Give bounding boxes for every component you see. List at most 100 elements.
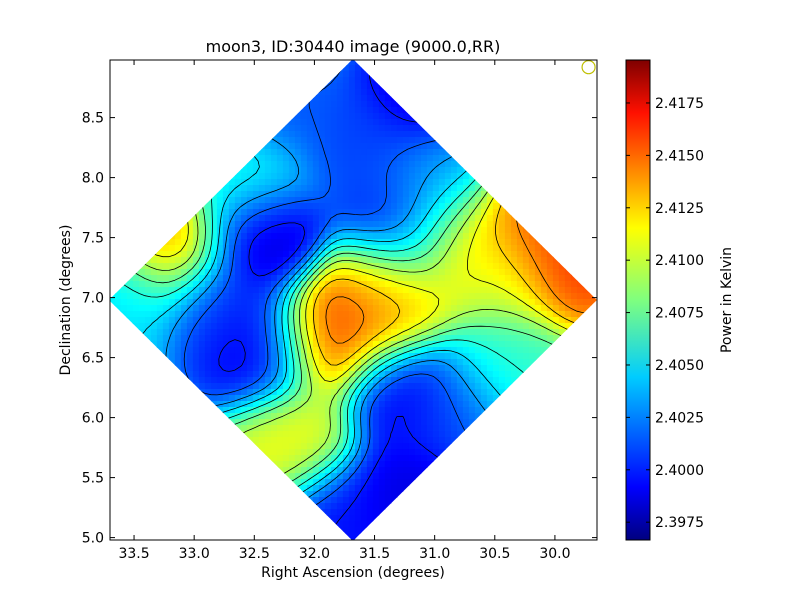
heatmap-cell — [432, 395, 440, 402]
heatmap-cell — [294, 467, 302, 474]
heatmap-cell — [342, 65, 350, 72]
heatmap-cell — [414, 455, 422, 462]
heatmap-cell — [570, 281, 578, 288]
heatmap-cell — [330, 203, 338, 210]
heatmap-cell — [186, 329, 194, 336]
heatmap-cell — [336, 467, 344, 474]
heatmap-cell — [540, 335, 548, 342]
heatmap-cell — [110, 293, 116, 300]
heatmap-cell — [198, 299, 206, 306]
heatmap-cell — [522, 275, 530, 282]
heatmap-cell — [390, 203, 398, 210]
heatmap-cell — [462, 197, 470, 204]
heatmap-cell — [390, 425, 398, 432]
heatmap-cell — [378, 221, 386, 228]
heatmap-cell — [204, 347, 212, 354]
heatmap-cell — [198, 257, 206, 264]
heatmap-cell — [306, 479, 314, 486]
heatmap-cell — [336, 125, 344, 132]
heatmap-cell — [342, 413, 350, 420]
heatmap-cell — [462, 359, 470, 366]
heatmap-cell — [300, 341, 308, 348]
heatmap-cell — [306, 179, 314, 186]
heatmap-cell — [294, 473, 302, 480]
heatmap-cell — [414, 179, 422, 186]
heatmap-cell — [342, 347, 350, 354]
heatmap-cell — [444, 353, 452, 360]
heatmap-cell — [336, 479, 344, 486]
heatmap-cell — [234, 173, 242, 180]
heatmap-cell — [366, 173, 374, 180]
heatmap-cell — [414, 203, 422, 210]
heatmap-cell — [354, 281, 362, 288]
heatmap-cell — [450, 167, 458, 174]
heatmap-cell — [288, 221, 296, 228]
heatmap-cell — [288, 467, 296, 474]
heatmap-cell — [312, 113, 320, 120]
heatmap-cell — [366, 407, 374, 414]
heatmap-cell — [312, 401, 320, 408]
heatmap-cell — [468, 263, 476, 270]
heatmap-cell — [534, 353, 542, 360]
heatmap-cell — [288, 311, 296, 318]
heatmap-cell — [456, 233, 464, 240]
heatmap-cell — [360, 107, 368, 114]
heatmap-cell — [216, 263, 224, 270]
heatmap-cell — [348, 203, 356, 210]
heatmap-cell — [402, 353, 410, 360]
heatmap-cell — [132, 311, 140, 318]
heatmap-cell — [150, 341, 158, 348]
heatmap-cell — [318, 491, 326, 498]
heatmap-cell — [378, 125, 386, 132]
heatmap-cell — [354, 431, 362, 438]
heatmap-cell — [198, 293, 206, 300]
heatmap-cell — [480, 401, 488, 408]
heatmap-cell — [324, 101, 332, 108]
heatmap-cell — [426, 425, 434, 432]
heatmap-cell — [414, 335, 422, 342]
heatmap-cell — [360, 179, 368, 186]
heatmap-cell — [246, 389, 254, 396]
heatmap-cell — [546, 329, 554, 336]
heatmap-cell — [486, 215, 494, 222]
heatmap-cell — [192, 221, 200, 228]
heatmap-cell — [426, 311, 434, 318]
heatmap-cell — [384, 167, 392, 174]
heatmap-cell — [510, 353, 518, 360]
heatmap-cell — [426, 137, 434, 144]
heatmap-cell — [276, 209, 284, 216]
heatmap-cell — [366, 281, 374, 288]
heatmap-cell — [300, 269, 308, 276]
heatmap-cell — [432, 251, 440, 258]
heatmap-cell — [336, 287, 344, 294]
heatmap-cell — [336, 221, 344, 228]
heatmap-cell — [348, 353, 356, 360]
colorbar-tick-label: 2.4000 — [655, 463, 704, 479]
heatmap-cell — [276, 401, 284, 408]
heatmap-cell — [432, 449, 440, 456]
heatmap-cell — [222, 275, 230, 282]
heatmap-cell — [342, 155, 350, 162]
heatmap-cell — [342, 281, 350, 288]
heatmap-cell — [186, 317, 194, 324]
heatmap-cell — [240, 299, 248, 306]
heatmap-cell — [330, 209, 338, 216]
heatmap-cell — [258, 389, 266, 396]
heatmap-cell — [552, 335, 560, 342]
x-tick-label: 30.5 — [479, 546, 510, 562]
heatmap-cell — [390, 383, 398, 390]
heatmap-cell — [420, 329, 428, 336]
heatmap-cell — [336, 437, 344, 444]
heatmap-cell — [306, 215, 314, 222]
heatmap-cell — [240, 245, 248, 252]
heatmap-cell — [432, 437, 440, 444]
heatmap-cell — [156, 263, 164, 270]
heatmap-cell — [222, 365, 230, 372]
heatmap-cell — [432, 257, 440, 264]
heatmap-cell — [174, 281, 182, 288]
heatmap-cell — [234, 383, 242, 390]
heatmap-cell — [234, 221, 242, 228]
heatmap-cell — [336, 149, 344, 156]
heatmap-cell — [474, 275, 482, 282]
heatmap-cell — [258, 359, 266, 366]
